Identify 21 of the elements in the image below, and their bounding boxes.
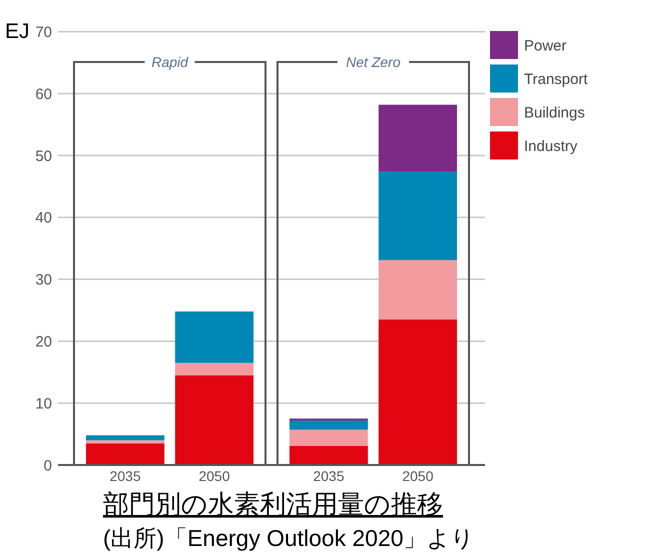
legend-label: Buildings [524,104,585,122]
y-tick-label: 40 [35,210,52,227]
x-tick-label: 2050 [198,468,230,484]
x-tick-label: 2035 [313,468,344,484]
x-tick-label: 2050 [402,468,434,484]
x-tick-label: 2035 [110,468,141,484]
y-tick-label: 30 [35,272,52,289]
annotation: Rapid [151,54,190,70]
y-tick-label: 60 [35,86,52,103]
y-tick-label: 20 [35,333,52,350]
y-axis-title: EJ [5,20,30,43]
text: 部門別の水素利活用量の推移 [103,489,443,519]
text: (出所)「Energy Outlook 2020」より [103,525,474,551]
legend-label: Transport [524,70,588,88]
y-tick-label: 70 [35,24,52,41]
legend-label: Power [524,37,567,54]
y-tick-label: 0 [44,457,52,474]
y-tick-label: 10 [35,395,52,412]
legend-label: Industry [524,138,578,155]
annotation: Net Zero [346,54,401,70]
y-tick-label: 50 [35,148,52,165]
